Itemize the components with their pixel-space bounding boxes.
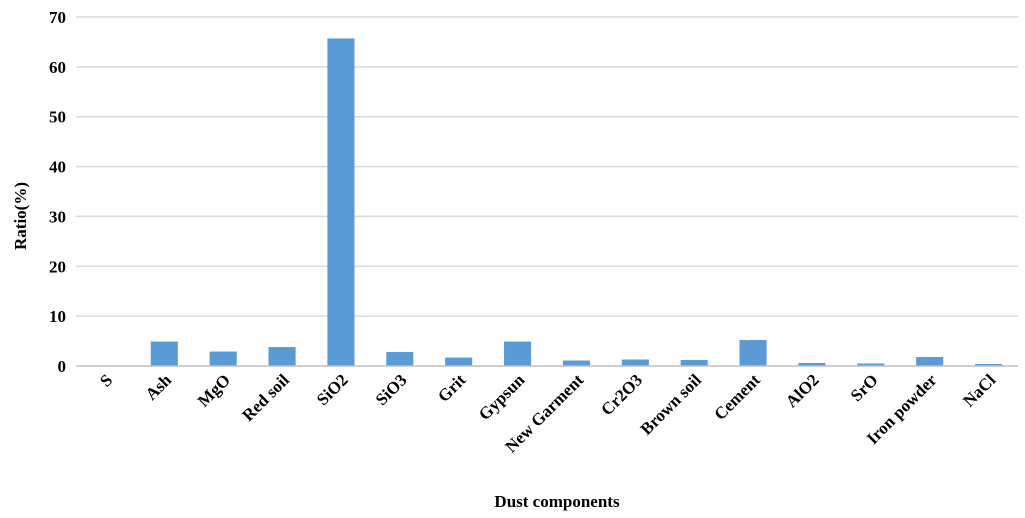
- bar-sio3: [386, 352, 414, 366]
- y-tick-label: 60: [49, 58, 66, 77]
- x-tick-label: Brown soil: [637, 370, 706, 439]
- x-axis-title: Dust components: [494, 492, 620, 511]
- x-tick-label: MgO: [194, 370, 234, 410]
- gridlines: [76, 16, 1018, 317]
- bar-ash: [150, 341, 178, 366]
- y-tick-label: 30: [49, 207, 66, 226]
- x-tick-label: S: [96, 370, 116, 390]
- x-tick-label: SiO3: [372, 370, 411, 409]
- bar-red-soil: [268, 347, 296, 366]
- x-tick-label: Cement: [710, 370, 764, 424]
- y-tick-label: 70: [49, 8, 66, 27]
- bar-gypsun: [504, 341, 532, 366]
- bars: [150, 38, 1003, 367]
- x-tick-label: Red soil: [238, 370, 293, 425]
- bar-cr2o3: [621, 359, 649, 366]
- bar-grit: [445, 357, 473, 366]
- x-tick-label: Grit: [434, 370, 470, 406]
- x-tick-label: Cr2O3: [597, 370, 646, 419]
- bar-sro: [857, 363, 885, 366]
- bar-brown-soil: [680, 360, 708, 366]
- bar-nacl: [975, 364, 1003, 366]
- bar-cement: [739, 340, 767, 366]
- bar-alo2: [798, 363, 826, 366]
- y-tick-label: 40: [49, 158, 66, 177]
- y-tick-labels: 0 10 20 30 40 50 60 70: [49, 8, 66, 376]
- x-tick-label: Ash: [142, 370, 176, 404]
- x-tick-label: AlO2: [782, 370, 823, 411]
- bar-new-garment: [562, 360, 590, 366]
- x-tick-label: SrO: [847, 370, 882, 405]
- y-tick-label: 0: [58, 357, 67, 376]
- y-tick-label: 50: [49, 108, 66, 127]
- bar-mgo: [209, 351, 237, 366]
- x-tick-label: Gypsun: [475, 370, 529, 424]
- y-tick-label: 10: [49, 307, 66, 326]
- y-tick-label: 20: [49, 257, 66, 276]
- x-tick-label: NaCl: [959, 370, 999, 410]
- bar-iron-powder: [916, 357, 944, 366]
- x-tick-label: SiO2: [313, 370, 352, 409]
- bar-sio2: [327, 38, 355, 367]
- y-axis-title: Ratio(%): [11, 182, 30, 250]
